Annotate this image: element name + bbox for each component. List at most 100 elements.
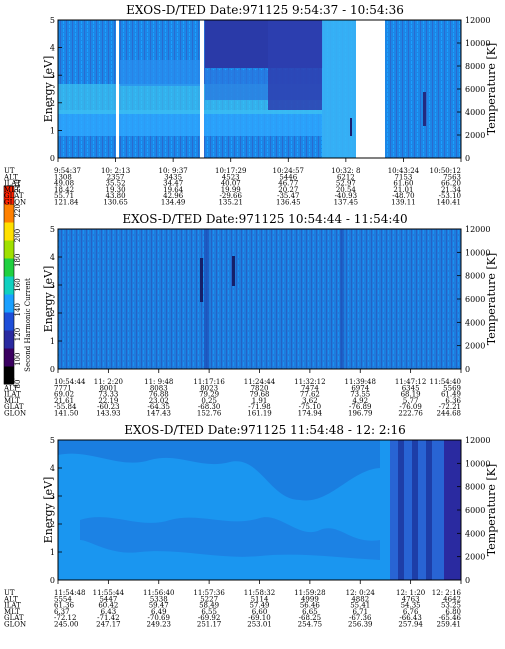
ephem-value: -67.36 — [349, 614, 372, 622]
ephem-value: -68.25 — [299, 614, 321, 622]
ephem-row-label: ILAT — [4, 391, 21, 399]
ephem-row-label: MLT — [4, 186, 20, 194]
panel-3: EXOS-D/TED Date:971125 11:54:48 - 12: 2:… — [3, 423, 498, 629]
y2tick-label: 2000 — [465, 131, 485, 140]
colorbar-tick-label: 180 — [14, 254, 22, 267]
panel-3-ylabel: Energy [eV] — [42, 477, 55, 544]
ephem-value: 6.37 — [54, 608, 70, 616]
ephem-value: 4.92 — [352, 397, 368, 405]
colorbar-swatch — [4, 186, 14, 205]
ephem-row-label: UT — [4, 589, 15, 597]
ephem-value: -65.46 — [439, 614, 462, 622]
ephem-value: 6.43 — [101, 608, 117, 616]
ephem-value: 7153 — [395, 173, 413, 181]
ephem-value: -71.42 — [97, 614, 119, 622]
y2tick-label: 12000 — [465, 225, 490, 234]
ephem-value: 249.23 — [147, 621, 172, 629]
panel-1-data-gap-3 — [356, 20, 385, 158]
ephem-value: 174.94 — [298, 410, 323, 418]
ytick-label: 5 — [50, 225, 55, 234]
colorbar: 80 100 120 140 160 180 200 220 240 Second Harmon… — [3, 179, 32, 388]
ephem-value: 5446 — [279, 173, 297, 181]
ephem-value: 247.17 — [96, 621, 121, 629]
ephem-value: 0.25 — [201, 397, 217, 405]
ephem-value: 10: 2:13 — [101, 167, 130, 175]
ephem-row-label: UT — [4, 378, 15, 386]
ephem-row-label: GLON — [4, 621, 26, 629]
ephem-row-label: ALT — [3, 173, 18, 181]
ephem-value: 12: 1:20 — [396, 589, 425, 597]
ephem-row-label: MLT — [4, 608, 20, 616]
ephem-value: 8023 — [200, 384, 218, 392]
ephem-value: -69.10 — [248, 614, 270, 622]
ephem-value: 11:57:36 — [193, 589, 225, 597]
ytick-label: 0 — [50, 154, 55, 163]
ephem-value: 11: 2:20 — [94, 378, 123, 386]
ephem-value: 7771 — [54, 384, 72, 392]
ephem-value: 60.42 — [98, 602, 118, 610]
ephem-value: 6.55 — [201, 608, 217, 616]
ephem-row-label: GLAT — [4, 192, 24, 200]
panel-1-data-gap-2 — [200, 20, 204, 158]
panel-1-dark-mid — [268, 20, 322, 110]
ephem-value: 141.50 — [54, 410, 79, 418]
colorbar-tick-label: 220 — [14, 204, 22, 217]
ephem-value: -76.09 — [399, 403, 421, 411]
ephem-value: 2357 — [107, 173, 125, 181]
ephem-value: 136.45 — [276, 199, 301, 207]
ephem-value: 10:24:57 — [273, 167, 304, 175]
ephem-value: 6.71 — [352, 608, 368, 616]
ephem-value: 5114 — [251, 595, 269, 603]
ephem-value: -53.10 — [439, 192, 461, 200]
ephem-value: 55.71 — [54, 192, 74, 200]
y2tick-label: 4000 — [465, 529, 485, 538]
ephem-value: 10:17:29 — [215, 167, 246, 175]
ephem-value: 53.25 — [441, 602, 461, 610]
ephem-row-label: UT — [4, 167, 15, 175]
ephem-row-label: GLAT — [4, 614, 24, 622]
ephem-value: 5.77 — [403, 397, 419, 405]
y2tick-label: 10000 — [465, 39, 490, 48]
ephem-value: 3.62 — [302, 397, 318, 405]
panel-2: EXOS-D/TED Date:971125 10:54:44 - 11:54:… — [3, 212, 498, 418]
panel-3-dark-strip-4 — [444, 440, 461, 580]
ephem-value: 244.68 — [437, 410, 462, 418]
ephem-row-label: ILAT — [4, 602, 21, 610]
colorbar-swatch — [4, 222, 14, 241]
ytick-label: 4 — [50, 464, 55, 473]
panel-3-dark-strip-1 — [398, 440, 404, 580]
panel-2-streak — [200, 258, 203, 302]
panel-1: EXOS-D/TED Date:971125 9:54:37 - 10:54:3… — [3, 3, 498, 207]
panel-1-xticks — [57, 158, 462, 162]
ephem-value: 69.02 — [54, 391, 74, 399]
ephem-value: 57.49 — [249, 602, 269, 610]
ytick-label: 4 — [50, 44, 55, 53]
panel-2-plot — [57, 228, 462, 370]
ephem-value: 46.77 — [278, 180, 298, 188]
ytick-label: 2 — [50, 309, 55, 318]
ephem-value: -72.12 — [54, 614, 76, 622]
ytick-label: 1 — [50, 126, 55, 135]
ephem-value: 11:54:48 — [54, 589, 85, 597]
ephem-value: 5227 — [200, 595, 218, 603]
panel-2-y2ticks: 0 2000 4000 6000 8000 10000 12000 — [457, 225, 490, 374]
ephem-value: 257.94 — [398, 621, 423, 629]
ephem-row-label: MLT — [4, 397, 20, 405]
ephem-value: 35.52 — [106, 180, 126, 188]
ephem-value: 11:47:12 — [395, 378, 426, 386]
ephem-value: 11:55:44 — [93, 589, 125, 597]
y2tick-label: 4000 — [465, 108, 485, 117]
ephem-value: 20.27 — [278, 186, 298, 194]
ephem-value: 11:39:48 — [345, 378, 376, 386]
colorbar-tick-label: 100 — [14, 353, 22, 366]
colorbar-frame — [3, 185, 15, 385]
ephem-value: 59.47 — [149, 602, 169, 610]
ephem-value: 6212 — [337, 173, 355, 181]
ephem-value: 10:43:24 — [388, 167, 420, 175]
panel-3-y2ticks: 0 2000 4000 6000 8000 10000 12000 — [457, 436, 490, 585]
ephem-value: 19.30 — [106, 186, 126, 194]
ephem-value: 73.33 — [98, 391, 118, 399]
ephem-value: 161.19 — [247, 410, 272, 418]
ytick-label: 5 — [50, 436, 55, 445]
